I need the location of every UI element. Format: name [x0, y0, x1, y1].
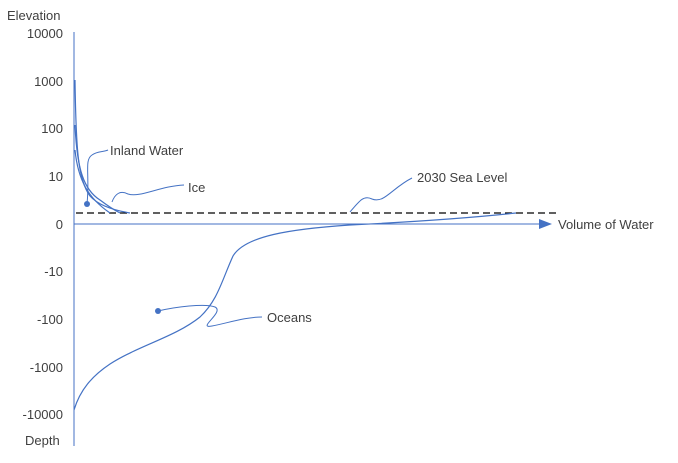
tick-label-1000: 1000 — [34, 74, 63, 89]
curve-upper-inner — [74, 149, 111, 214]
tick-label-10: 10 — [49, 169, 63, 184]
sea-level-2030-leader — [349, 177, 413, 213]
ice-label: Ice — [188, 180, 205, 195]
oceans-marker — [155, 308, 161, 314]
tick-label-minus-10: -10 — [44, 264, 63, 279]
tick-label-10000: 10000 — [27, 26, 63, 41]
y-axis-title-elevation: Elevation — [7, 8, 60, 23]
x-axis-arrowhead — [539, 219, 552, 229]
tick-label-minus-1000: -1000 — [30, 360, 63, 375]
y-axis-title-depth: Depth — [25, 433, 60, 448]
tick-label-100: 100 — [41, 121, 63, 136]
tick-label-minus-10000: -10000 — [23, 407, 63, 422]
tick-label-0: 0 — [56, 217, 63, 232]
inland-water-marker — [84, 201, 90, 207]
inland-water-label: Inland Water — [110, 143, 184, 158]
sea-level-2030-label: 2030 Sea Level — [417, 170, 507, 185]
oceans-leader — [157, 304, 263, 327]
oceans-label: Oceans — [267, 310, 312, 325]
tick-label-minus-100: -100 — [37, 312, 63, 327]
x-axis-title: Volume of Water — [558, 217, 654, 232]
inland-water-leader — [86, 149, 109, 205]
curve-oceans — [73, 212, 517, 411]
curve-upper-middle — [74, 124, 121, 214]
ice-leader — [111, 184, 185, 203]
